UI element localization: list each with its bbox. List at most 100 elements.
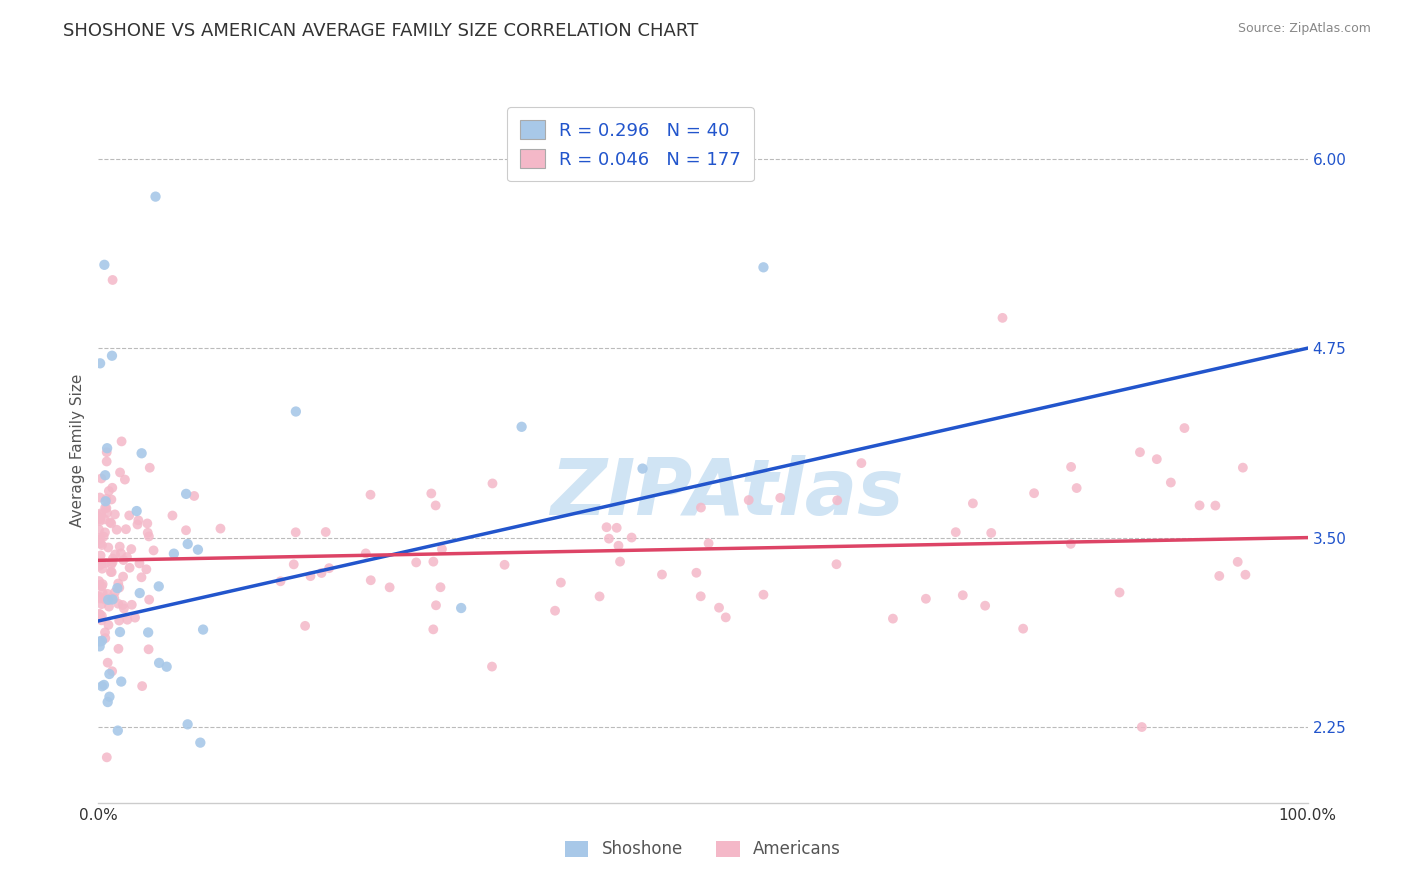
Point — [974, 599, 997, 613]
Point — [100, 591, 122, 605]
Point — [769, 491, 792, 505]
Point — [606, 521, 628, 535]
Point — [360, 488, 382, 502]
Point — [299, 569, 322, 583]
Point — [108, 625, 131, 640]
Point — [108, 540, 131, 554]
Point — [183, 489, 205, 503]
Point — [94, 525, 117, 540]
Point — [980, 525, 1002, 540]
Point — [354, 546, 377, 560]
Point — [89, 491, 111, 505]
Point — [94, 631, 117, 645]
Point — [1129, 445, 1152, 459]
Point — [1234, 567, 1257, 582]
Point — [108, 581, 131, 595]
Point — [100, 516, 122, 531]
Point — [752, 260, 775, 275]
Point — [87, 590, 110, 604]
Point — [1204, 499, 1226, 513]
Point — [90, 633, 112, 648]
Point — [89, 558, 111, 573]
Point — [136, 525, 159, 540]
Point — [121, 598, 143, 612]
Point — [588, 590, 610, 604]
Point — [114, 473, 136, 487]
Point — [90, 508, 112, 522]
Point — [100, 492, 122, 507]
Point — [96, 501, 118, 516]
Point — [89, 634, 111, 648]
Point — [87, 533, 110, 547]
Point — [101, 481, 124, 495]
Point — [550, 575, 572, 590]
Point — [112, 553, 135, 567]
Point — [104, 548, 127, 562]
Point — [91, 586, 114, 600]
Point — [111, 598, 134, 612]
Point — [138, 592, 160, 607]
Point — [311, 566, 333, 580]
Point — [105, 581, 128, 595]
Point — [97, 656, 120, 670]
Point — [138, 529, 160, 543]
Point — [176, 537, 198, 551]
Point — [97, 483, 120, 498]
Point — [494, 558, 516, 572]
Point — [93, 258, 115, 272]
Point — [825, 493, 848, 508]
Point — [108, 614, 131, 628]
Point — [142, 543, 165, 558]
Point — [107, 723, 129, 738]
Point — [90, 613, 112, 627]
Point — [89, 511, 111, 525]
Point — [131, 570, 153, 584]
Point — [429, 580, 451, 594]
Point — [1226, 555, 1249, 569]
Point — [1060, 537, 1083, 551]
Point — [91, 562, 114, 576]
Point — [425, 499, 447, 513]
Point — [952, 588, 974, 602]
Point — [135, 562, 157, 576]
Point — [131, 679, 153, 693]
Point — [89, 557, 111, 571]
Point — [1146, 452, 1168, 467]
Point — [97, 541, 120, 555]
Point — [90, 549, 112, 563]
Point — [148, 656, 170, 670]
Point — [101, 551, 124, 566]
Point — [915, 591, 938, 606]
Point — [91, 538, 114, 552]
Point — [103, 591, 125, 606]
Point — [96, 491, 118, 506]
Point — [1188, 499, 1211, 513]
Point — [87, 523, 110, 537]
Point — [450, 601, 472, 615]
Legend: Shoshone, Americans: Shoshone, Americans — [558, 834, 848, 865]
Point — [1066, 481, 1088, 495]
Point — [1208, 569, 1230, 583]
Point — [481, 476, 503, 491]
Point — [98, 690, 121, 704]
Point — [89, 512, 111, 526]
Point — [101, 555, 124, 569]
Point — [96, 445, 118, 459]
Point — [94, 556, 117, 570]
Point — [378, 580, 401, 594]
Point — [707, 600, 730, 615]
Point — [96, 506, 118, 520]
Point — [107, 641, 129, 656]
Point — [94, 468, 117, 483]
Point — [360, 574, 382, 588]
Point — [187, 542, 209, 557]
Point — [209, 522, 232, 536]
Point — [98, 599, 121, 614]
Point — [188, 736, 211, 750]
Point — [97, 695, 120, 709]
Point — [90, 597, 112, 611]
Point — [420, 486, 443, 500]
Point — [163, 547, 186, 561]
Point — [510, 419, 533, 434]
Point — [128, 586, 150, 600]
